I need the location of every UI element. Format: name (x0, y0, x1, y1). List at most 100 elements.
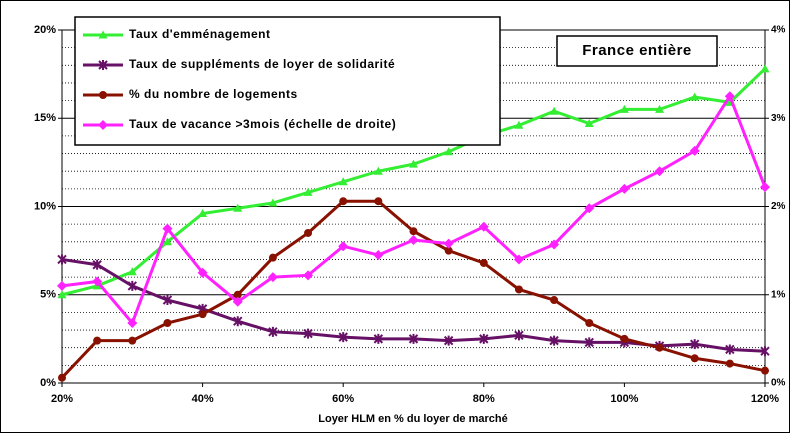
marker (443, 238, 454, 249)
legend-label: % du nombre de logements (129, 87, 298, 101)
annotation: France entière (582, 42, 692, 59)
marker (584, 337, 594, 348)
marker (760, 182, 770, 193)
marker (620, 334, 629, 343)
marker (760, 64, 770, 73)
y2-tick-label: 4% (771, 25, 786, 36)
marker (98, 30, 108, 39)
marker (268, 198, 278, 207)
x-tick-label: 100% (610, 393, 638, 405)
marker (513, 254, 524, 265)
marker (479, 333, 489, 344)
marker (163, 318, 172, 327)
marker (233, 290, 242, 299)
marker (724, 91, 735, 102)
legend-label: Taux de suppléments de loyer de solidari… (129, 57, 395, 71)
marker (57, 290, 67, 299)
marker (197, 267, 208, 278)
marker (478, 221, 489, 232)
marker (373, 333, 384, 344)
marker (443, 335, 454, 346)
marker (444, 246, 453, 255)
marker (128, 336, 137, 345)
marker (689, 145, 700, 156)
marker (514, 120, 524, 129)
marker (162, 223, 173, 234)
marker (655, 343, 664, 352)
marker (619, 104, 629, 113)
marker (303, 270, 314, 281)
marker (338, 177, 348, 186)
x-tick-label: 120% (751, 393, 779, 405)
y2-tick-label: 1% (771, 289, 786, 300)
marker (514, 285, 523, 294)
x-tick-label: 60% (332, 393, 354, 405)
x-tick-label: 20% (51, 393, 73, 405)
marker (585, 318, 594, 327)
marker (268, 326, 278, 337)
marker (338, 241, 349, 252)
marker (584, 119, 594, 128)
marker (162, 295, 173, 306)
marker (761, 366, 769, 375)
marker (304, 228, 313, 237)
marker (409, 159, 418, 168)
marker (690, 354, 699, 363)
marker (619, 183, 630, 194)
marker (92, 276, 103, 287)
marker (267, 272, 278, 283)
marker (93, 336, 102, 345)
marker (550, 296, 559, 305)
y2-tick-label: 0% (771, 378, 786, 389)
marker (92, 259, 102, 270)
marker (127, 317, 138, 328)
marker (98, 120, 108, 130)
legend-box (74, 16, 501, 146)
marker (303, 328, 313, 339)
marker (654, 166, 665, 177)
marker (373, 250, 384, 261)
marker (549, 106, 559, 115)
y-tick-label: 5% (40, 289, 56, 301)
marker (58, 373, 66, 382)
marker (514, 330, 524, 341)
x-axis-label: Loyer HLM en % du loyer de marché (318, 413, 508, 425)
y-tick-label: 20% (34, 24, 56, 36)
x-tick-label: 80% (473, 393, 495, 405)
marker (374, 197, 383, 206)
marker (760, 346, 770, 357)
marker (198, 310, 207, 319)
marker (338, 332, 348, 343)
marker (408, 333, 419, 344)
y-tick-label: 0% (40, 377, 56, 389)
legend-label: Taux de vacance >3mois (échelle de droit… (129, 117, 396, 131)
marker (690, 92, 700, 101)
marker (725, 344, 735, 355)
marker (339, 197, 348, 206)
marker (689, 339, 700, 350)
annotation-box (556, 35, 718, 67)
x-tick-label: 40% (192, 393, 214, 405)
marker (233, 316, 243, 327)
y-tick-label: 15% (34, 112, 56, 124)
marker (57, 280, 67, 291)
marker (725, 359, 734, 368)
legend-label: Taux d'emménagement (129, 27, 271, 41)
marker (408, 235, 419, 246)
marker (162, 237, 172, 246)
marker (655, 104, 665, 113)
marker (57, 254, 67, 265)
marker (373, 166, 383, 175)
y2-tick-label: 3% (771, 113, 786, 124)
marker (99, 91, 107, 99)
marker (444, 147, 454, 156)
y-tick-label: 10% (34, 200, 56, 212)
marker (549, 335, 559, 346)
marker (127, 267, 137, 276)
marker (198, 209, 208, 218)
marker (233, 203, 243, 212)
marker (409, 227, 418, 236)
marker (127, 280, 138, 291)
y2-tick-label: 2% (771, 201, 786, 212)
